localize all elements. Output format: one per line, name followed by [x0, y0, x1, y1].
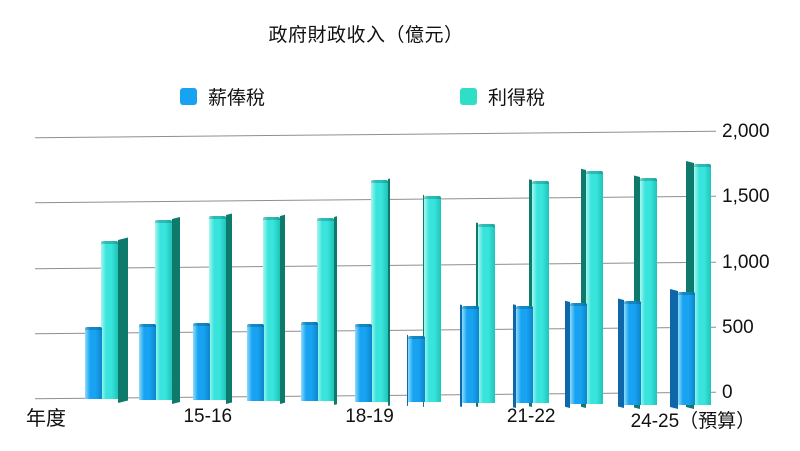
bar-top-face [101, 240, 118, 244]
legend-item-profits-tax: 利得稅 [460, 83, 545, 110]
bar-top-face [693, 163, 711, 167]
bar-top-face [316, 218, 334, 221]
legend-item-salaries-tax: 薪俸稅 [180, 83, 265, 110]
bar-薪俸稅-17-18 [300, 321, 318, 402]
bar-top-face [262, 217, 280, 221]
bar-side-face [460, 304, 463, 407]
bar-利得稅-14-15 [154, 216, 180, 404]
bar-利得稅-13-14 [101, 237, 128, 403]
bar-top-face [370, 180, 388, 184]
bar-top-face [624, 301, 641, 305]
y-axis-tick-label: 500 [722, 316, 754, 338]
bar-top-face [532, 181, 550, 185]
bar-top-face [208, 216, 226, 220]
y-axis-tick-label: 0 [722, 382, 733, 403]
bar-top-face [516, 305, 534, 309]
bar-利得稅-22-23 [581, 168, 604, 408]
bar-side-face [118, 237, 128, 403]
bar-薪俸稅-20-21 [460, 304, 480, 407]
bar-薪俸稅-16-17 [246, 323, 264, 401]
x-axis-tick-label: 21-22 [506, 406, 556, 427]
bar-利得稅-23-24 [634, 175, 657, 409]
bar-top-face [138, 323, 156, 327]
bar-薪俸稅-22-23 [565, 300, 588, 408]
bar-利得稅-18-19 [370, 178, 390, 406]
bar-利得稅-21-22 [529, 179, 550, 408]
bar-薪俸稅-19-20 [407, 335, 426, 407]
bar-top-face [424, 195, 442, 199]
y-axis-tick-label: 1,000 [722, 251, 770, 273]
bar-side-face [225, 213, 232, 405]
x-axis-title: 年度 [26, 408, 66, 430]
bar-利得稅-16-17 [262, 215, 285, 405]
plot-area [35, 128, 716, 410]
bar-薪俸稅-21-22 [513, 303, 534, 408]
bar-side-face [513, 303, 517, 408]
bar-side-face [618, 298, 624, 409]
legend-swatch-salaries-tax-icon [180, 88, 197, 105]
bar-side-face [171, 216, 180, 404]
legend-label-salaries-tax: 薪俸稅 [208, 88, 266, 109]
legend-label-profits-tax: 利得稅 [488, 88, 546, 109]
bar-top-face [677, 292, 695, 296]
bar-top-face [478, 224, 496, 228]
bar-top-face [354, 323, 372, 327]
x-axis-tick-label: 15-16 [183, 406, 233, 427]
x-axis-tick-label: 18-19 [345, 406, 394, 427]
bar-top-face [640, 177, 657, 181]
bar-top-face [154, 219, 172, 223]
bar-side-face [387, 178, 390, 406]
bar-利得稅-19-20 [423, 194, 442, 407]
bar-利得稅-24-25（預算） [685, 160, 711, 410]
bar-side-face [669, 289, 678, 410]
bar-薪俸稅-13-14 [85, 326, 102, 399]
x-axis-tick-label: 24-25（預算） [630, 411, 756, 432]
bar-side-face [407, 335, 409, 407]
y-axis-tick-label: 1,500 [722, 186, 770, 208]
bar-top-face [300, 321, 318, 325]
bar-薪俸稅-23-24 [618, 298, 641, 409]
bar-薪俸稅-24-25（預算） [669, 289, 695, 410]
bar-top-face [408, 336, 426, 340]
bar-top-face [570, 302, 588, 306]
bar-利得稅-20-21 [476, 222, 496, 407]
bar-top-face [85, 326, 102, 330]
bar-薪俸稅-15-16 [192, 323, 210, 401]
bar-top-face [586, 171, 604, 175]
chart-title: 政府財政收入（億元） [268, 25, 464, 46]
bar-利得稅-15-16 [208, 213, 232, 405]
gridline [35, 130, 716, 139]
bar-side-face [565, 300, 571, 408]
bar-top-face [192, 323, 210, 327]
bar-side-face [279, 215, 285, 405]
bar-top-face [462, 305, 480, 309]
bar-薪俸稅-14-15 [138, 323, 156, 400]
legend-swatch-profits-tax-icon [460, 88, 477, 105]
bar-薪俸稅-18-19 [354, 323, 372, 402]
y-axis-tick-label: 2,000 [722, 121, 770, 143]
bar-利得稅-17-18 [316, 216, 337, 406]
bar-side-face [333, 216, 337, 406]
bar-top-face [246, 323, 264, 327]
